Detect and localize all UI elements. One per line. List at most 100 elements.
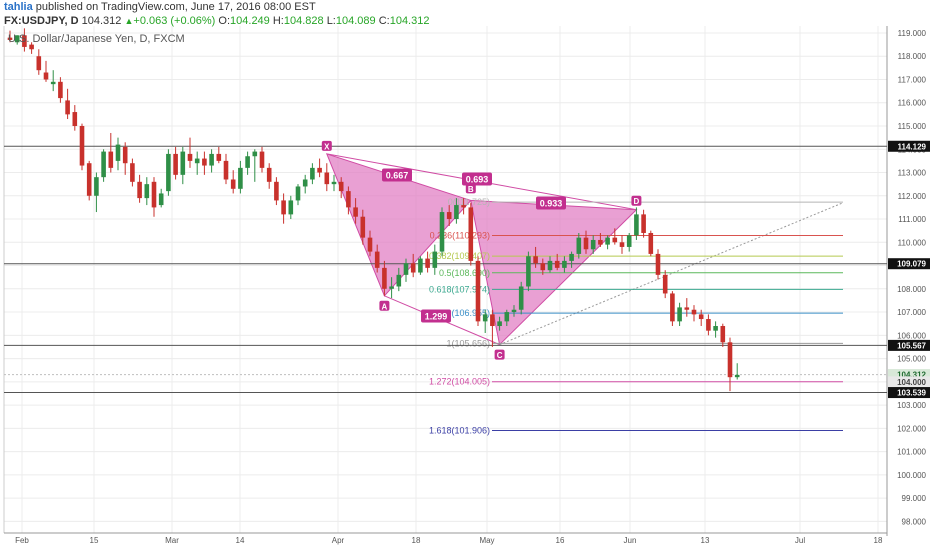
candle-body (648, 232, 654, 254)
candle-body (108, 151, 114, 168)
candle-body (598, 239, 603, 245)
price-axis-badge (888, 387, 930, 399)
candle-body (101, 151, 106, 178)
candle-body (29, 44, 34, 50)
x-tick-label: 16 (556, 536, 565, 545)
candle-body (720, 326, 726, 343)
candle-body (540, 263, 546, 271)
x-tick-label: Mar (165, 536, 179, 545)
candle-body (223, 160, 229, 180)
candle-body (374, 251, 380, 268)
candle-body (698, 314, 704, 320)
candle-body (281, 200, 286, 215)
candle-body (432, 251, 438, 268)
candle-body (14, 35, 20, 43)
candle-body (626, 235, 632, 247)
candle-body (511, 309, 517, 313)
candle-body (288, 200, 294, 215)
candle-body (706, 319, 711, 331)
y-tick-label: 102.000 (897, 424, 926, 433)
y-tick-label: 113.000 (898, 169, 927, 178)
pattern-point-label: B (468, 185, 474, 194)
y-tick-label: 116.000 (898, 99, 927, 108)
candle-body (526, 256, 531, 287)
candle-body (504, 312, 510, 322)
price-axis-badge-label: 104.312 (897, 371, 926, 380)
fib-level-label: 0(111.725) (448, 197, 490, 207)
y-tick-label: 111.000 (898, 215, 926, 224)
fib-level-label: 1.272(104.005) (429, 377, 490, 387)
candle-body (684, 307, 690, 310)
candle-body (367, 237, 373, 252)
candle-body (468, 207, 474, 261)
pattern-ratio-badge (462, 172, 492, 186)
y-tick-label: 110.000 (898, 238, 927, 247)
candle-body (482, 314, 488, 322)
candle-body (662, 274, 668, 294)
candle-body (641, 214, 646, 233)
y-tick-label: 118.000 (898, 52, 927, 61)
candle-body (562, 260, 567, 268)
pattern-point-badge (465, 183, 476, 194)
candle-body (302, 179, 308, 187)
y-tick-label: 103.000 (897, 401, 926, 410)
price-axis-badge (888, 339, 930, 351)
x-tick-label: Jul (795, 536, 805, 545)
close-value: 104.312 (389, 15, 430, 27)
candle-body (36, 56, 42, 71)
x-tick-label: Jun (624, 536, 637, 545)
candle-body (461, 205, 466, 208)
close-label: C: (378, 15, 390, 27)
candle-body (691, 309, 697, 315)
candle-body (187, 153, 193, 161)
candle-body (634, 214, 639, 236)
price-axis-badge-label: 103.539 (897, 389, 926, 398)
change-value: +0.063 (+0.06%) (133, 15, 216, 27)
pattern-ratio-label: 0.933 (540, 199, 563, 209)
candle-body (238, 167, 243, 189)
candle-body (158, 193, 164, 206)
candle-body (389, 286, 394, 289)
candle-body (518, 286, 524, 310)
fib-level-label: 0.382(109.407) (429, 251, 490, 261)
author-name[interactable]: tahlia (4, 1, 33, 13)
candle-body (137, 181, 142, 199)
candle-body (216, 153, 222, 161)
candle-body (677, 307, 682, 322)
candle-body (130, 163, 135, 182)
pattern-point-label: A (382, 302, 388, 311)
y-tick-label: 100.000 (897, 471, 926, 480)
candle-body (490, 314, 495, 327)
symbol-label[interactable]: FX:USDJPY, D (4, 15, 79, 27)
candle-body (86, 163, 92, 196)
publish-info: tahlia published on TradingView.com, Jun… (4, 1, 316, 13)
high-value: 104.828 (283, 15, 324, 27)
pattern-point-label: C (497, 351, 503, 360)
price-axis-badge-label: 105.567 (897, 341, 926, 350)
y-tick-label: 112.000 (898, 192, 927, 201)
candle-body (396, 274, 402, 287)
candle-body (569, 253, 574, 261)
instrument-title: U.S. Dollar/Japanese Yen, D, FXCM (8, 33, 185, 45)
candle-body (497, 321, 502, 327)
open-value: 104.249 (230, 15, 270, 27)
x-tick-label: 18 (412, 536, 421, 545)
price-axis-badge (888, 258, 930, 270)
x-tick-label: 15 (90, 536, 99, 545)
last-price: 104.312 (81, 15, 122, 27)
ohlc-bar: FX:USDJPY, D 104.312 ▲+0.063 (+0.06%) O:… (4, 15, 429, 27)
y-tick-label: 99.000 (902, 494, 927, 503)
candle-body (605, 237, 610, 245)
candle-body (576, 237, 582, 254)
candle-body (245, 156, 250, 168)
candle-body (194, 158, 200, 164)
high-label: H: (272, 15, 284, 27)
price-axis-badge (888, 369, 930, 381)
candle-body (331, 181, 337, 185)
candle-body (173, 153, 178, 175)
price-axis-badge-label: 114.129 (898, 142, 927, 151)
candle-body (612, 237, 618, 243)
candle-body (324, 172, 330, 185)
candle-body (144, 184, 150, 199)
